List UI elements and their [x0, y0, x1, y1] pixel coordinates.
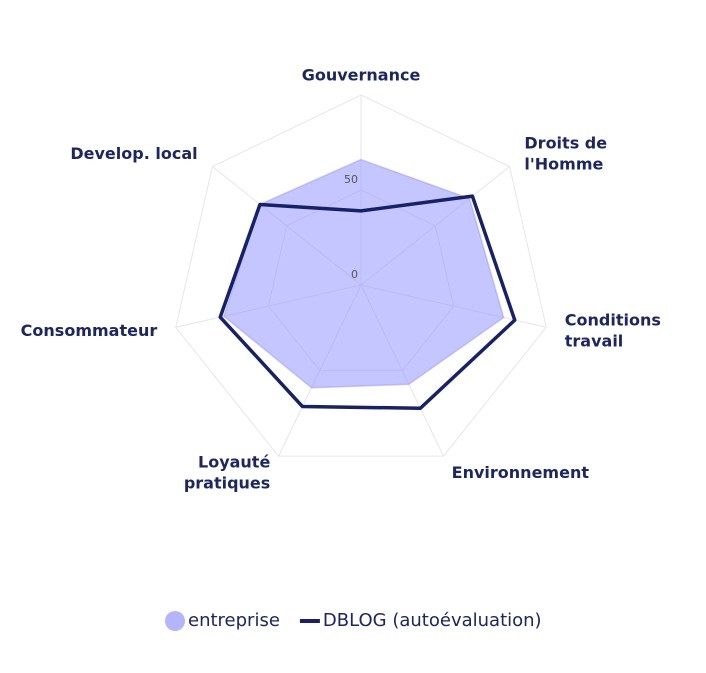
axis-label: Environnement [452, 463, 590, 482]
legend-label: DBLOG (autoévaluation) [323, 610, 542, 631]
legend-swatch [165, 611, 185, 631]
radial-tick-label: 50 [344, 173, 358, 186]
axis-label: Consommateur [21, 321, 158, 340]
axis-label: l'Homme [524, 155, 603, 174]
axis-label: Conditions [565, 311, 661, 330]
axis-label: Gouvernance [302, 66, 421, 85]
series-shape [218, 194, 517, 411]
axis-label: travail [565, 332, 624, 351]
axis-label: pratiques [184, 473, 271, 492]
radial-tick-label: 0 [351, 268, 358, 281]
axis-label: Develop. local [70, 144, 197, 163]
series-shape [223, 158, 505, 389]
outer-frame [175, 94, 547, 457]
legend-label: entreprise [188, 610, 280, 631]
axis-label: Droits de [524, 134, 607, 153]
axis-label: Loyauté [198, 452, 270, 471]
